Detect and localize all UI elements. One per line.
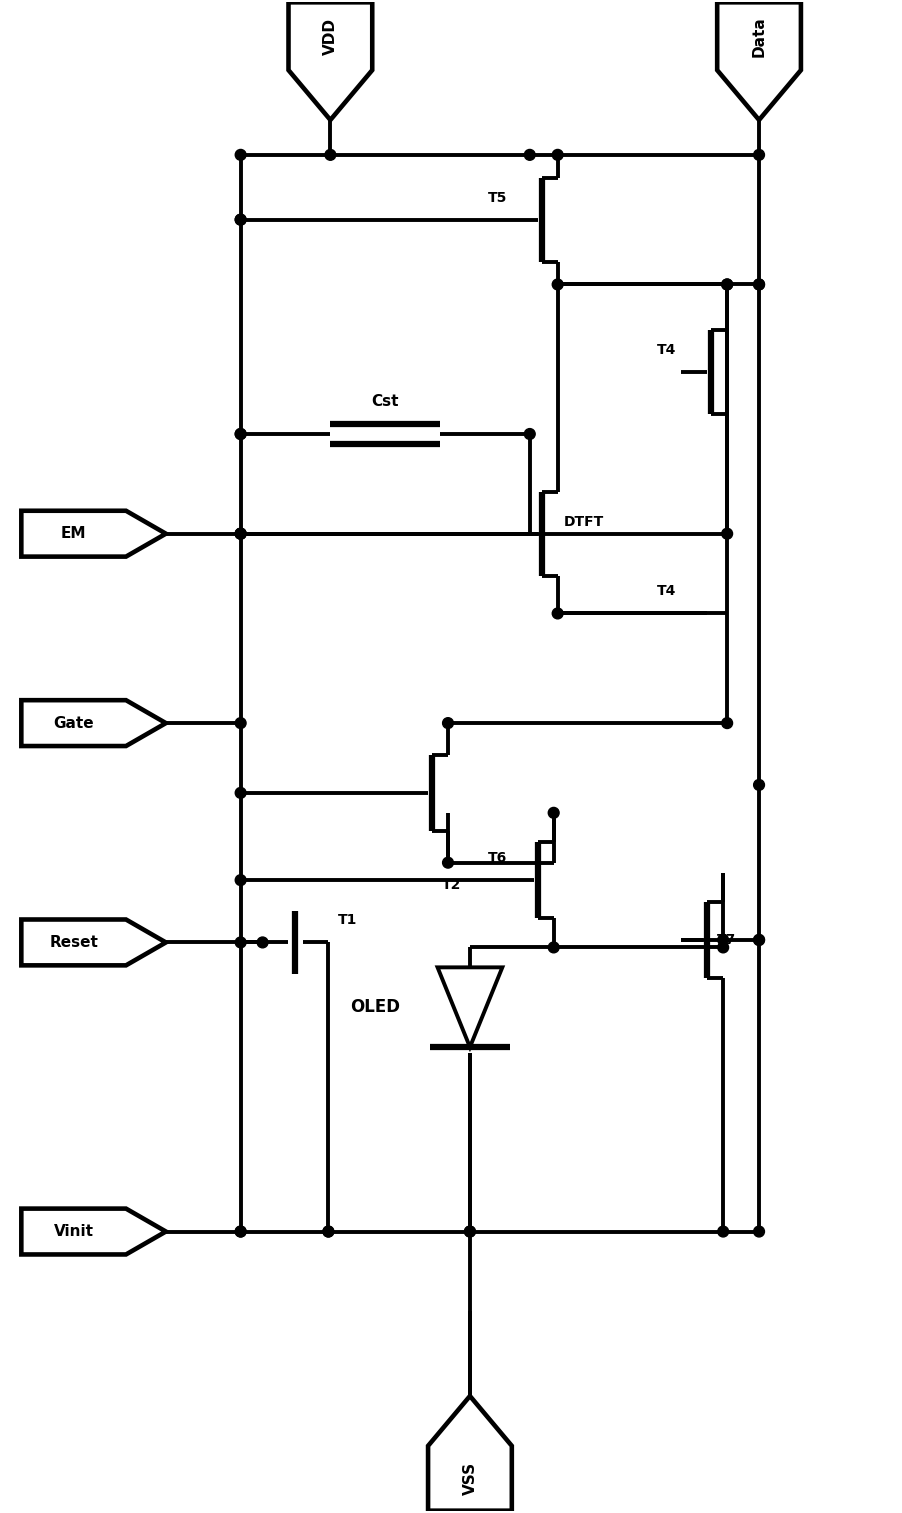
Circle shape — [721, 717, 732, 728]
Polygon shape — [22, 511, 166, 557]
Text: T7: T7 — [716, 934, 736, 947]
Circle shape — [524, 150, 535, 160]
Circle shape — [323, 1226, 334, 1238]
Circle shape — [717, 943, 728, 953]
Circle shape — [464, 1226, 474, 1238]
Polygon shape — [437, 967, 502, 1047]
Circle shape — [753, 150, 764, 160]
Text: Gate: Gate — [53, 716, 94, 731]
Circle shape — [235, 937, 245, 947]
Text: T5: T5 — [487, 191, 506, 204]
Circle shape — [753, 779, 764, 790]
Circle shape — [325, 150, 336, 160]
Circle shape — [524, 428, 535, 439]
Circle shape — [257, 937, 268, 947]
Circle shape — [235, 1226, 245, 1238]
Circle shape — [235, 215, 245, 225]
Circle shape — [721, 278, 732, 290]
Polygon shape — [22, 701, 166, 746]
Text: Data: Data — [750, 15, 766, 56]
Circle shape — [753, 1226, 764, 1238]
Circle shape — [721, 278, 732, 290]
Circle shape — [753, 935, 764, 946]
Text: OLED: OLED — [350, 999, 400, 1017]
Circle shape — [753, 935, 764, 946]
Circle shape — [235, 787, 245, 799]
Circle shape — [235, 150, 245, 160]
Circle shape — [464, 1226, 474, 1238]
Text: T1: T1 — [338, 914, 357, 927]
Text: VSS: VSS — [462, 1462, 477, 1495]
Polygon shape — [288, 3, 372, 120]
Text: Vinit: Vinit — [53, 1224, 94, 1239]
Text: T4: T4 — [656, 584, 676, 599]
Text: EM: EM — [60, 527, 87, 542]
Circle shape — [442, 717, 453, 728]
Polygon shape — [22, 1209, 166, 1254]
Circle shape — [235, 528, 245, 539]
Text: VDD: VDD — [323, 18, 337, 54]
Circle shape — [548, 808, 558, 819]
Circle shape — [235, 428, 245, 439]
Text: T2: T2 — [442, 878, 461, 891]
Text: Reset: Reset — [50, 935, 98, 950]
Polygon shape — [716, 3, 800, 120]
Text: Cst: Cst — [371, 393, 399, 409]
Circle shape — [442, 858, 453, 868]
Circle shape — [235, 528, 245, 539]
Circle shape — [721, 528, 732, 539]
Text: T6: T6 — [487, 852, 506, 865]
Circle shape — [548, 943, 558, 953]
Text: T4: T4 — [656, 343, 676, 357]
Circle shape — [235, 215, 245, 225]
Circle shape — [235, 717, 245, 728]
Circle shape — [552, 150, 563, 160]
Circle shape — [717, 935, 728, 946]
Circle shape — [753, 278, 764, 290]
Circle shape — [552, 278, 563, 290]
Circle shape — [235, 528, 245, 539]
Circle shape — [753, 278, 764, 290]
Circle shape — [235, 428, 245, 439]
Polygon shape — [22, 920, 166, 965]
Polygon shape — [428, 1396, 511, 1510]
Circle shape — [235, 1226, 245, 1238]
Text: DTFT: DTFT — [563, 514, 603, 528]
Circle shape — [552, 608, 563, 619]
Circle shape — [717, 1226, 728, 1238]
Circle shape — [323, 1226, 334, 1238]
Circle shape — [235, 875, 245, 885]
